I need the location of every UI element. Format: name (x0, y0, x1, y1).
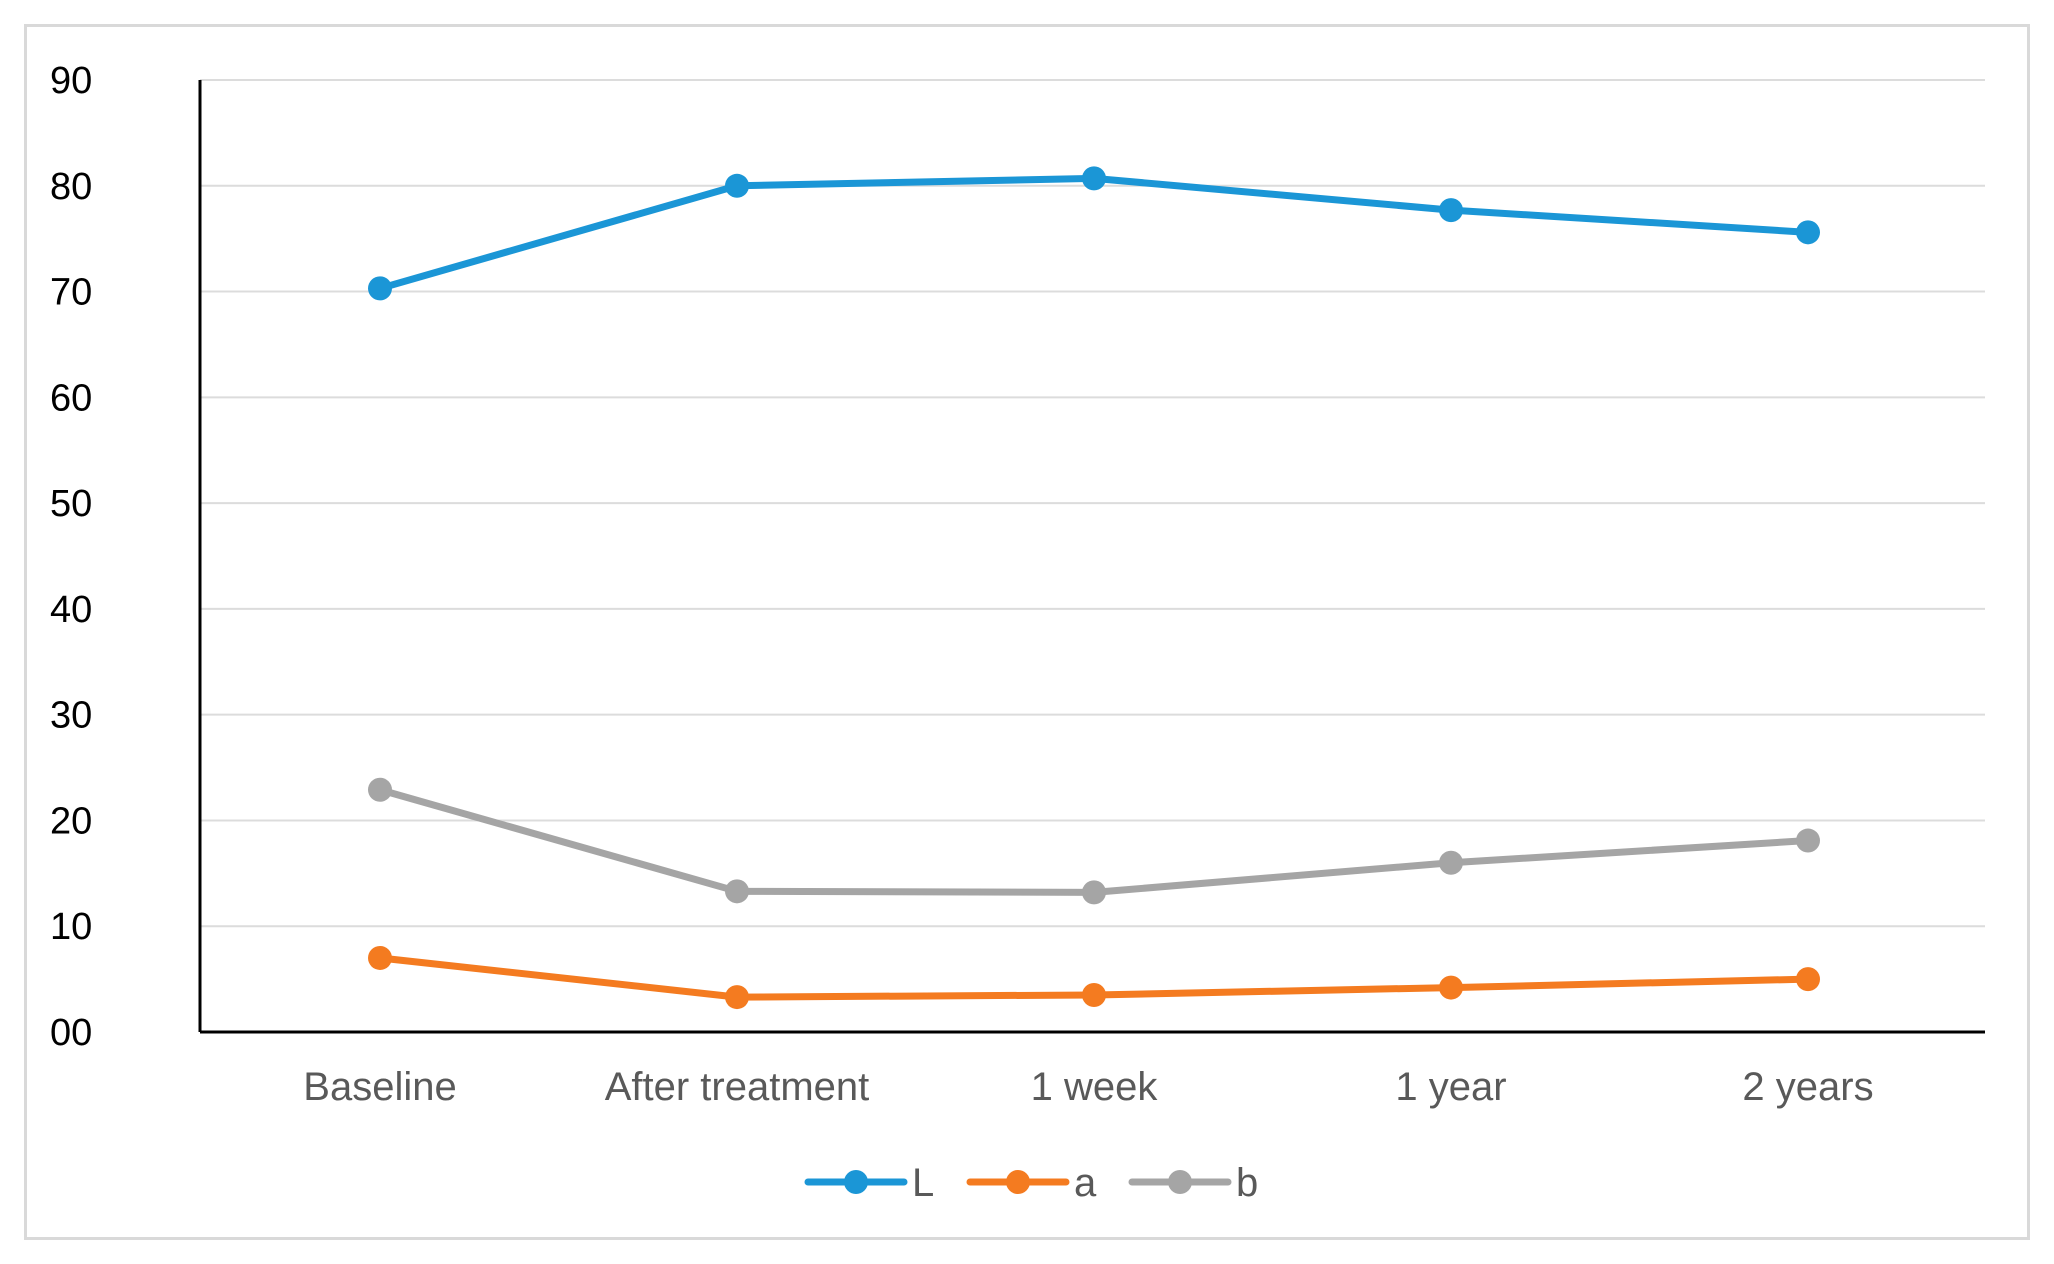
series-L (368, 166, 1820, 301)
y-tick-label: 70 (50, 272, 92, 314)
x-tick-label: 1 year (1395, 1065, 1506, 1109)
legend-label-b: b (1236, 1161, 1258, 1205)
data-point-a (725, 985, 749, 1010)
data-point-a (1082, 982, 1106, 1007)
y-tick-label: 40 (50, 589, 92, 631)
y-tick-label: 50 (50, 483, 92, 525)
legend-item-b: b (1128, 1161, 1258, 1205)
data-point-L (1082, 166, 1106, 191)
legend-label-a: a (1074, 1161, 1097, 1205)
legend-marker-L (844, 1170, 868, 1194)
x-axis-tick-labels: Baseline After treatment 1 week 1 year 2 yea… (303, 1065, 1873, 1109)
legend-marker-b (1168, 1170, 1192, 1194)
series-b (368, 777, 1820, 905)
data-point-L (368, 276, 392, 301)
y-axis-tick-labels: 00 10 20 30 40 50 60 70 80 90 (50, 60, 92, 1054)
legend-marker-a (1006, 1170, 1030, 1194)
data-point-b (1082, 880, 1106, 905)
data-point-b (1796, 828, 1820, 853)
gridlines (200, 79, 1985, 928)
y-tick-label: 90 (50, 60, 92, 102)
x-tick-label: Baseline (303, 1065, 456, 1109)
data-point-L (725, 173, 749, 198)
y-tick-label: 20 (50, 800, 92, 842)
data-point-a (1439, 975, 1463, 1000)
y-tick-label: 80 (50, 166, 92, 208)
data-point-b (725, 879, 749, 904)
x-tick-label: After treatment (605, 1065, 870, 1109)
y-tick-label: 30 (50, 695, 92, 737)
data-point-b (368, 777, 392, 802)
series-layer (368, 166, 1820, 1010)
y-tick-label: 60 (50, 377, 92, 419)
legend-item-a: a (966, 1161, 1097, 1205)
data-point-L (1796, 220, 1820, 245)
x-tick-label: 2 years (1742, 1065, 1873, 1109)
data-point-b (1439, 850, 1463, 875)
x-tick-label: 1 week (1031, 1065, 1159, 1109)
legend-item-L: L (804, 1161, 934, 1205)
series-line-b (376, 786, 1812, 896)
data-point-a (368, 945, 392, 970)
y-tick-label: 10 (50, 906, 92, 948)
y-tick-label: 00 (50, 1012, 92, 1054)
data-point-a (1796, 967, 1820, 992)
series-a (368, 945, 1820, 1010)
legend-label-L: L (912, 1161, 934, 1205)
series-line-L (376, 174, 1812, 292)
data-point-L (1439, 198, 1463, 223)
